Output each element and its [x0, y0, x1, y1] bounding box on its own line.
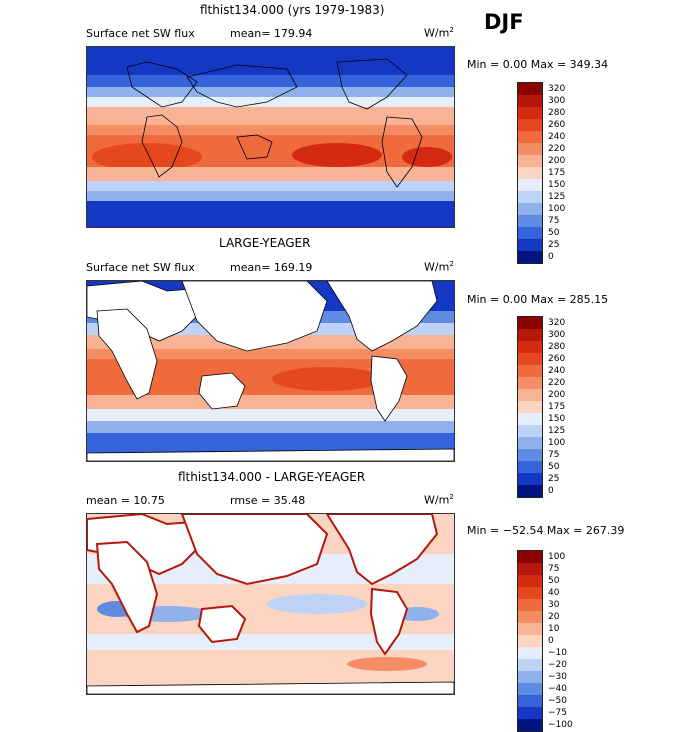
panel2-variable-label: Surface net SW flux: [86, 261, 195, 274]
panel3-colorbar-tick: 100: [548, 552, 566, 562]
panel1-colorbar-tick: 280: [548, 108, 566, 118]
panel2-colorbar-tick: 75: [548, 450, 560, 460]
panel2-range: Min = 0.00 Max = 285.15: [467, 293, 609, 306]
panel2-colorbar-tick: 220: [548, 378, 566, 388]
panel2-colorbar-tick: 50: [548, 462, 560, 472]
panel3-colorbar-tick: −30: [548, 672, 567, 682]
panel2-units: W/m2: [424, 260, 454, 274]
panel2-colorbar-tick: 200: [548, 390, 566, 400]
panel2-colorbar: [517, 316, 543, 498]
panel1-colorbar: [517, 82, 543, 264]
panel2-colorbar-tick: 100: [548, 438, 566, 448]
panel2-colorbar-tick: 150: [548, 414, 566, 424]
panel3-colorbar-tick: −10: [548, 648, 567, 658]
panel1-colorbar-tick: 125: [548, 192, 566, 202]
panel3-colorbar-tick: 10: [548, 624, 560, 634]
panel2-colorbar-tick: 300: [548, 330, 566, 340]
panel2-colorbar-tick: 175: [548, 402, 566, 412]
panel3-range: Min = −52.54 Max = 267.39: [467, 524, 625, 537]
panel1-colorbar-tick: 320: [548, 84, 566, 94]
panel1-colorbar-tick: 175: [548, 168, 566, 178]
panel3-colorbar-tick: 50: [548, 576, 560, 586]
panel1-colorbar-tick: 0: [548, 252, 554, 262]
panel2-map: [86, 280, 455, 462]
panel3-mean: mean = 10.75: [86, 494, 165, 507]
panel3-colorbar-tick: 30: [548, 600, 560, 610]
panel2-colorbar-tick: 0: [548, 486, 554, 496]
panel3-map: [86, 513, 455, 695]
panel1-colorbar-tick: 100: [548, 204, 566, 214]
panel3-colorbar-tick: 40: [548, 588, 560, 598]
panel1-colorbar-tick: 150: [548, 180, 566, 190]
panel1-colorbar-tick: 300: [548, 96, 566, 106]
panel3-colorbar-tick: −40: [548, 684, 567, 694]
panel2-colorbar-tick: 260: [548, 354, 566, 364]
panel3-colorbar-tick: −50: [548, 696, 567, 706]
panel1-colorbar-tick: 50: [548, 228, 560, 238]
panel1-colorbar-tick: 260: [548, 120, 566, 130]
panel3-colorbar-tick: −100: [548, 720, 573, 730]
panel2-colorbar-tick: 320: [548, 318, 566, 328]
panel2-colorbar-tick: 240: [548, 366, 566, 376]
panel1-map: [86, 46, 455, 228]
season-label: DJF: [484, 10, 524, 34]
panel1-title: flthist134.000 (yrs 1979-1983): [200, 3, 385, 17]
panel3-units: W/m2: [424, 493, 454, 507]
panel3-colorbar-tick: 20: [548, 612, 560, 622]
panel2-title: LARGE-YEAGER: [219, 236, 311, 250]
panel3-colorbar-tick: −75: [548, 708, 567, 718]
panel1-mean: mean= 179.94: [230, 27, 313, 40]
panel3-title: flthist134.000 - LARGE-YEAGER: [178, 470, 366, 484]
panel1-colorbar-tick: 220: [548, 144, 566, 154]
panel3-colorbar-tick: 75: [548, 564, 560, 574]
panel3-colorbar: [517, 550, 543, 732]
panel3-rmse: rmse = 35.48: [230, 494, 306, 507]
panel3-colorbar-tick: 0: [548, 636, 554, 646]
panel1-colorbar-tick: 25: [548, 240, 560, 250]
panel1-range: Min = 0.00 Max = 349.34: [467, 58, 609, 71]
panel1-variable-label: Surface net SW flux: [86, 27, 195, 40]
panel2-colorbar-tick: 280: [548, 342, 566, 352]
panel1-colorbar-tick: 75: [548, 216, 560, 226]
panel2-colorbar-tick: 125: [548, 426, 566, 436]
panel1-colorbar-tick: 240: [548, 132, 566, 142]
panel1-colorbar-tick: 200: [548, 156, 566, 166]
panel1-units: W/m2: [424, 26, 454, 40]
panel2-mean: mean= 169.19: [230, 261, 313, 274]
panel3-colorbar-tick: −20: [548, 660, 567, 670]
panel2-colorbar-tick: 25: [548, 474, 560, 484]
